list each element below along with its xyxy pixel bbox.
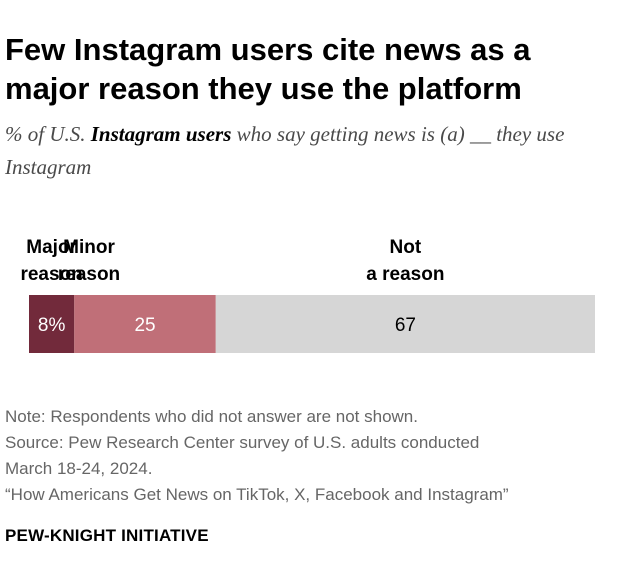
subtitle-emphasis: Instagram users xyxy=(90,122,232,146)
subtitle-suffix: who say getting news is (a) __ they use … xyxy=(5,122,565,179)
value-labels: 8% 25 67 xyxy=(38,315,416,336)
value-label-major-reason: 8% xyxy=(38,315,66,336)
segment-label-not-a-reason: Not a reason xyxy=(366,237,444,285)
bar-row xyxy=(29,295,595,353)
note-text: Note: Respondents who did not answer are… xyxy=(5,407,418,426)
chart-subtitle: % of U.S. Instagram users who say gettin… xyxy=(5,118,615,184)
value-label-not-a-reason: 67 xyxy=(395,315,416,336)
org-credit: PEW-KNIGHT INITIATIVE xyxy=(5,526,209,545)
value-label-minor-reason: 25 xyxy=(134,315,155,336)
source-text-line-1: Source: Pew Research Center survey of U.… xyxy=(5,433,480,452)
bar-segment-not-a-reason xyxy=(215,295,595,353)
bar-segment-major-reason xyxy=(29,295,75,353)
chart-notes: Note: Respondents who did not answer are… xyxy=(5,404,615,508)
bar-segment-minor-reason xyxy=(74,295,216,353)
source-text-line-2: March 18-24, 2024. xyxy=(5,459,153,478)
segment-label-minor-reason: Minor reason xyxy=(58,237,120,285)
report-title: “How Americans Get News on TikTok, X, Fa… xyxy=(5,485,509,504)
segment-label-major-reason: Major reason xyxy=(20,237,82,285)
chart-title: Few Instagram users cite news as a major… xyxy=(5,32,531,106)
subtitle-prefix: % of U.S. xyxy=(5,122,91,146)
